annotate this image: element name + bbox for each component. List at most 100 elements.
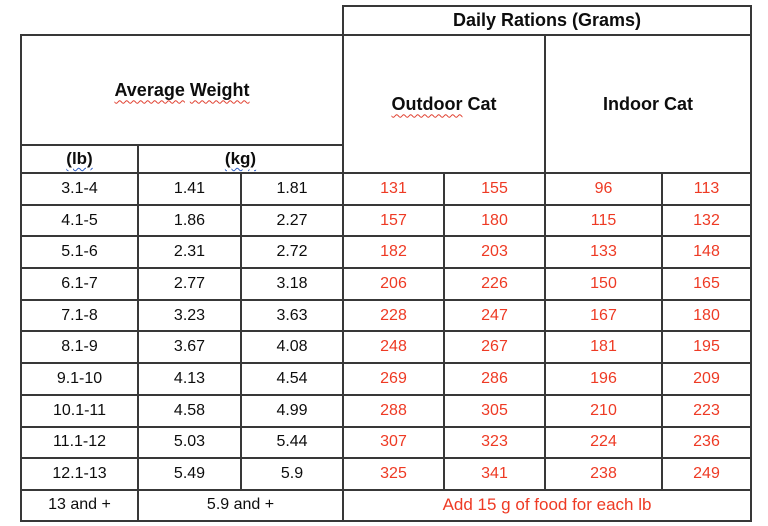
cell-outdoor-ration-high: 155 [443,172,547,206]
cell-weight-kg-low: 1.86 [137,203,242,238]
cell-indoor-ration-low: 210 [544,393,664,428]
cell-weight-kg-high: 5.44 [239,425,345,460]
cell-weight-kg-low: 3.23 [137,298,242,333]
footer-note-cell: Add 15 g of food for each lb [342,488,753,522]
cell-weight-lb: 3.1-4 [20,172,139,206]
cell-weight-kg-low: 2.77 [137,267,242,301]
table-row: 9.1-10 4.13 4.54 269 286 196 209 [20,362,753,396]
average-weight-header: Average Weight [19,34,345,146]
cell-indoor-ration-low: 96 [544,172,664,206]
cell-outdoor-ration-high: 203 [443,235,547,270]
table-row: 7.1-8 3.23 3.63 228 247 167 180 [20,298,753,333]
cell-outdoor-ration-high: 341 [443,457,547,491]
cell-indoor-ration-high: 209 [661,362,753,396]
table-header-section: Daily Rations (Grams) Average Weight Out… [19,5,753,174]
cell-weight-kg-high: 4.54 [239,362,345,396]
outdoor-cat-word: Outdoor [391,93,463,114]
cell-weight-lb: 10.1-11 [20,393,139,428]
cell-weight-lb: 4.1-5 [20,203,139,238]
cell-indoor-ration-low: 238 [544,457,664,491]
indoor-cat-header: Indoor Cat [544,34,753,174]
cell-outdoor-ration-high: 305 [443,393,547,428]
daily-rations-row: Daily Rations (Grams) [21,5,753,36]
cell-outdoor-ration-high: 247 [443,298,547,333]
cell-weight-kg-low: 1.41 [137,172,242,206]
cell-weight-kg-low: 4.13 [137,362,242,396]
table-row: 6.1-7 2.77 3.18 206 226 150 165 [20,267,753,301]
table-data-section: 3.1-4 1.41 1.81 131 155 96 113 4.1-5 1.8… [20,172,753,491]
cell-outdoor-ration-low: 288 [342,393,446,428]
kg-unit-header: (kg) [136,144,345,174]
outdoor-cat-header: Outdoor Cat [342,34,547,174]
kg-unit-label: (kg) [224,149,257,168]
cell-weight-kg-high: 3.18 [239,267,345,301]
cell-outdoor-ration-low: 157 [342,203,446,238]
cell-indoor-ration-high: 236 [661,425,753,460]
footer-lb-cell: 13 and + [20,488,139,522]
cell-indoor-ration-low: 196 [544,362,664,396]
daily-rations-header: Daily Rations (Grams) [342,5,753,36]
table-row: 11.1-12 5.03 5.44 307 323 224 236 [20,425,753,460]
lb-unit-header: (lb) [20,144,139,174]
footer-kg-cell: 5.9 and + [136,488,345,522]
cell-weight-kg-high: 5.9 [239,457,345,491]
cell-indoor-ration-high: 195 [661,330,753,365]
cell-weight-kg-low: 3.67 [137,330,242,365]
cell-outdoor-ration-high: 267 [443,330,547,365]
cell-indoor-ration-low: 150 [544,267,664,301]
table-footer-section: 13 and + 5.9 and + Add 15 g of food for … [20,488,753,522]
cell-indoor-ration-high: 132 [661,203,753,238]
footer-row: 13 and + 5.9 and + Add 15 g of food for … [20,488,753,522]
table-row: 10.1-11 4.58 4.99 288 305 210 223 [20,393,753,428]
average-weight-word: Average [114,79,185,100]
table-row: 8.1-9 3.67 4.08 248 267 181 195 [20,330,753,365]
cell-weight-lb: 11.1-12 [20,425,139,460]
cell-outdoor-ration-low: 325 [342,457,446,491]
cell-indoor-ration-low: 181 [544,330,664,365]
cell-outdoor-ration-high: 180 [443,203,547,238]
cell-indoor-ration-low: 133 [544,235,664,270]
table-row: 5.1-6 2.31 2.72 182 203 133 148 [20,235,753,270]
section-header-row: Average Weight Outdoor Cat Indoor Cat [19,34,753,174]
cell-weight-lb: 5.1-6 [20,235,139,270]
cell-weight-lb: 7.1-8 [20,298,139,333]
blank-corner-cell [21,6,343,35]
average-weight-word: Weight [189,79,250,100]
cell-indoor-ration-high: 249 [661,457,753,491]
cell-weight-kg-high: 4.08 [239,330,345,365]
cell-indoor-ration-high: 113 [661,172,753,206]
cell-weight-kg-high: 2.27 [239,203,345,238]
cell-outdoor-ration-low: 307 [342,425,446,460]
cell-outdoor-ration-low: 228 [342,298,446,333]
unit-header-row: (lb) (kg) [20,144,751,174]
cell-weight-kg-low: 4.58 [137,393,242,428]
cell-weight-kg-high: 1.81 [239,172,345,206]
cell-indoor-ration-low: 167 [544,298,664,333]
cell-weight-kg-low: 5.49 [137,457,242,491]
cell-outdoor-ration-low: 269 [342,362,446,396]
cat-rations-table: Daily Rations (Grams) Average Weight Out… [19,5,753,522]
cell-weight-lb: 12.1-13 [20,457,139,491]
cell-indoor-ration-high: 223 [661,393,753,428]
cell-outdoor-ration-high: 286 [443,362,547,396]
cell-indoor-ration-low: 115 [544,203,664,238]
lb-unit-label: (lb) [66,149,93,168]
outdoor-cat-word: Cat [467,93,497,114]
table-row: 4.1-5 1.86 2.27 157 180 115 132 [20,203,753,238]
cell-weight-lb: 9.1-10 [20,362,139,396]
cell-weight-lb: 8.1-9 [20,330,139,365]
cell-outdoor-ration-high: 226 [443,267,547,301]
cell-outdoor-ration-low: 131 [342,172,446,206]
table-row: 12.1-13 5.49 5.9 325 341 238 249 [20,457,753,491]
cell-weight-kg-low: 5.03 [137,425,242,460]
cell-weight-kg-high: 2.72 [239,235,345,270]
cell-weight-lb: 6.1-7 [20,267,139,301]
cell-indoor-ration-high: 180 [661,298,753,333]
cell-weight-kg-low: 2.31 [137,235,242,270]
cell-outdoor-ration-high: 323 [443,425,547,460]
table-row: 3.1-4 1.41 1.81 131 155 96 113 [20,172,753,206]
cell-weight-kg-high: 4.99 [239,393,345,428]
cell-outdoor-ration-low: 206 [342,267,446,301]
cell-outdoor-ration-low: 182 [342,235,446,270]
cell-indoor-ration-high: 165 [661,267,753,301]
